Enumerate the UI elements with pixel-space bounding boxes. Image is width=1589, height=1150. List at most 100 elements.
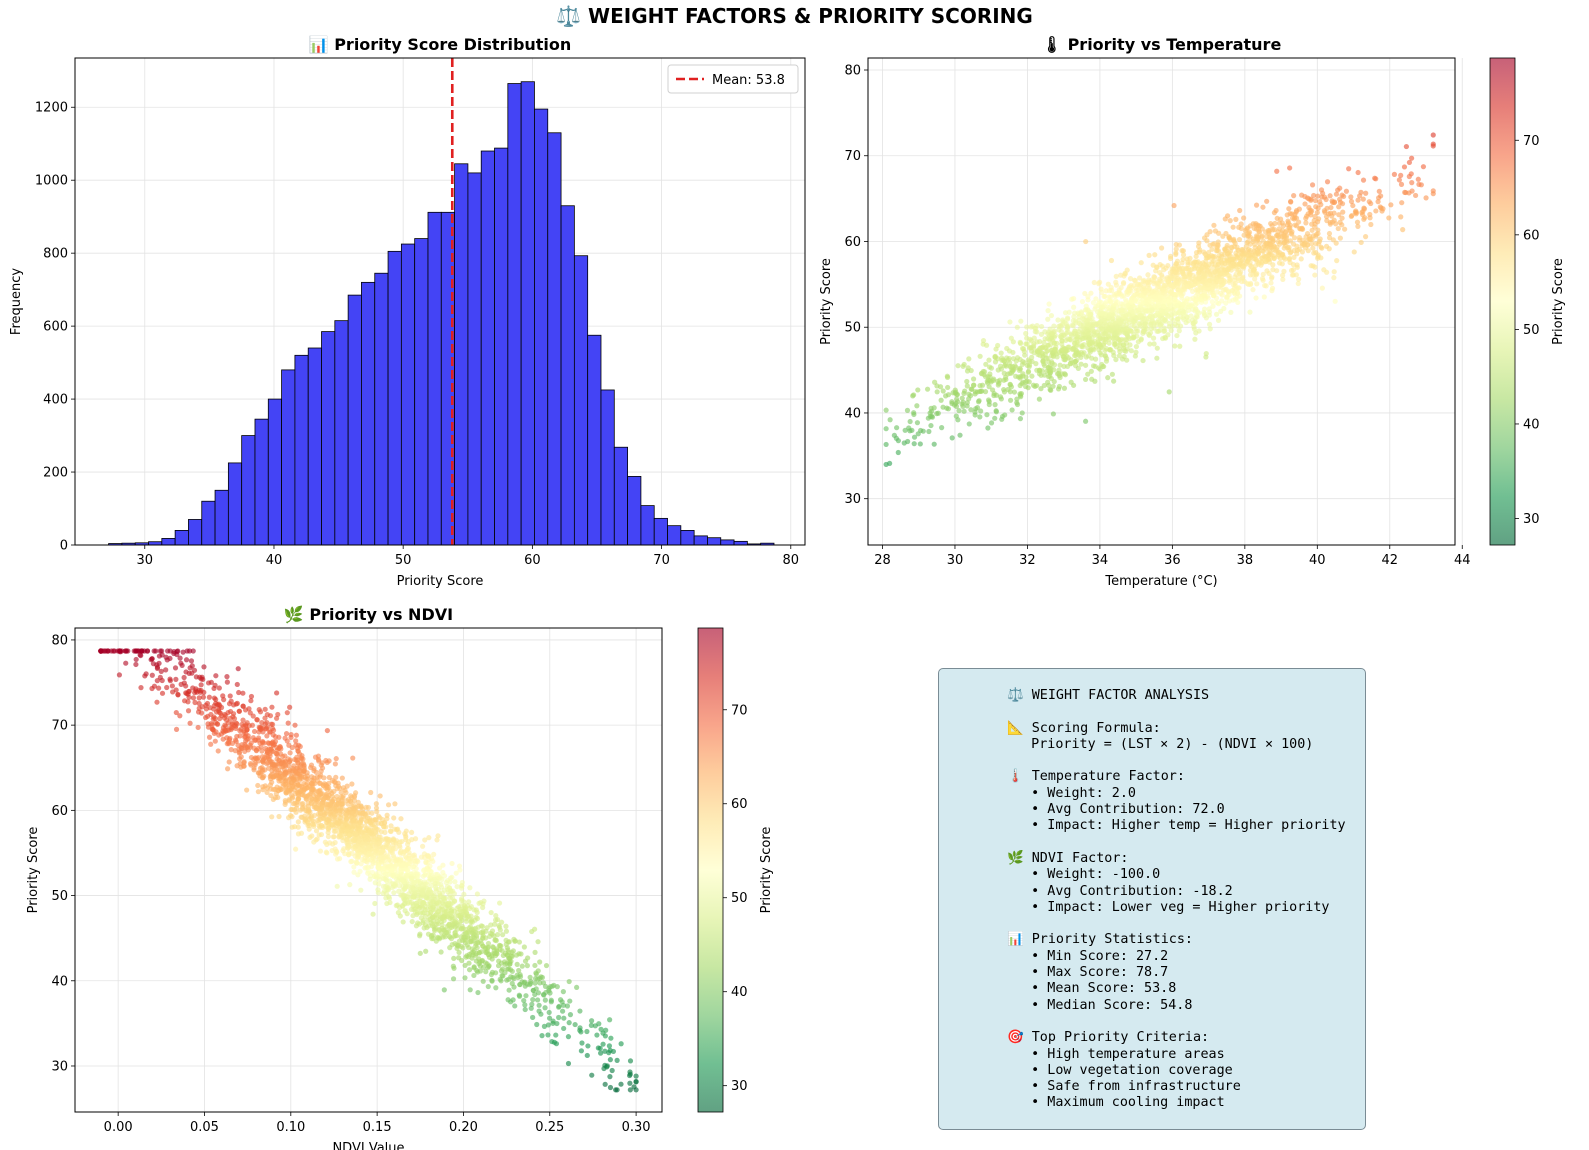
temp-scatter-point (1062, 371, 1068, 377)
temp-scatter-point (1050, 383, 1056, 389)
temp-scatter-point (964, 378, 970, 385)
temp-scatter-point (1167, 303, 1173, 310)
ndvi-scatter-point (221, 715, 228, 721)
temp-scatter-point (985, 425, 991, 431)
temp-scatter-point (1180, 301, 1186, 308)
legend-mean-label: Mean: 53.8 (712, 73, 785, 88)
ndvi-scatter-point (607, 1017, 613, 1023)
temp-scatter-point (1086, 330, 1092, 336)
temp-scatter-point (992, 359, 999, 365)
temp-scatter-point (1133, 287, 1139, 294)
temp-scatter-point (1343, 188, 1350, 194)
hist-xtick-label: 80 (783, 553, 800, 568)
temp-scatter-point (944, 374, 951, 381)
temp-scatter-point (1339, 201, 1346, 207)
ndvi-scatter-point (269, 704, 275, 710)
ndvi-scatter-point (185, 708, 192, 714)
hist-xtick-label: 30 (136, 553, 153, 568)
ndvi-scatter-point (211, 685, 217, 692)
ndvi-scatter-point (627, 1087, 633, 1093)
temp-scatter-point (1430, 191, 1436, 197)
temp-scatter-point (1324, 269, 1330, 275)
temp-scatter-point (1083, 362, 1089, 368)
ndvi-scatter-point (167, 678, 173, 684)
ndvi-scatter-point (251, 728, 258, 735)
temp-scatter-point (1283, 235, 1289, 241)
temp-scatter-point (934, 389, 940, 395)
ndvi-scatter-point (240, 703, 246, 709)
temp-scatter-point (1258, 262, 1264, 268)
temp-scatter-point (1056, 350, 1062, 356)
temp-scatter-point (1113, 279, 1119, 285)
ndvi-scatter-point (404, 847, 410, 853)
ndvi-scatter-point (467, 987, 473, 993)
temp-scatter-point (1289, 211, 1295, 217)
ndvi-scatter-point (553, 1032, 559, 1038)
ndvi-scatter-point (422, 837, 428, 843)
ndvi-scatter-point (462, 962, 468, 969)
temp-scatter-point (1048, 312, 1055, 319)
temp-scatter-point (1078, 322, 1084, 328)
ndvi-scatter-point (183, 657, 190, 663)
temp-scatter-point (1138, 299, 1144, 305)
temp-scatter-point (1331, 275, 1337, 281)
ndvi-scatter-point (384, 812, 390, 818)
ndvi-scatter-point (532, 962, 538, 969)
ndvi-scatter-point (485, 983, 491, 990)
ndvi-scatter-point (614, 1057, 620, 1063)
temp-scatter-point (1137, 312, 1143, 319)
temp-scatter-point (1033, 325, 1039, 331)
temp-scatter-point (1055, 317, 1061, 323)
temp-scatter-point (1038, 386, 1044, 392)
temp-scatter-point (1014, 355, 1021, 361)
temp-scatter-point (1007, 397, 1014, 403)
temp-scatter-point (1177, 343, 1183, 349)
temp-scatter-point (1001, 389, 1008, 395)
temp-scatter-point (1205, 268, 1211, 274)
temp-scatter-point (1100, 321, 1106, 328)
temp-scatter-point (1327, 193, 1333, 199)
temp-scatter-point (1038, 331, 1045, 337)
ndvi-scatter-point (399, 892, 405, 898)
temp-scatter-point (1270, 267, 1276, 273)
ndvi-scatter-point (565, 1034, 572, 1040)
temp-scatter-point (1062, 310, 1069, 316)
ndvi-scatter-point (272, 786, 278, 792)
temp-scatter-point (935, 410, 941, 416)
temp-scatter-point (1348, 194, 1354, 200)
temp-scatter-point (959, 395, 965, 401)
temp-scatter-point (968, 407, 974, 413)
temp-scatter-point (1398, 214, 1404, 220)
temp-scatter-point (1045, 379, 1051, 385)
temp-scatter-point (1336, 204, 1342, 210)
temp-scatter-point (1085, 353, 1092, 359)
temp-scatter-point (1311, 192, 1317, 199)
ndvi-scatter-point (185, 699, 191, 705)
ndvi-scatter-point (602, 1033, 608, 1039)
ndvi-scatter-point (246, 706, 252, 712)
temp-scatter-point (977, 353, 983, 359)
temp-scatter-point (1163, 265, 1169, 271)
ndvi-scatter-point (203, 714, 209, 721)
temp-scatter-point (1036, 396, 1042, 402)
temp-scatter-point (1256, 245, 1262, 251)
ndvi-scatter-point (503, 941, 509, 947)
temp-scatter-point (904, 407, 911, 413)
temp-xtick-label: 30 (947, 553, 964, 568)
temp-scatter-point (1169, 307, 1175, 314)
temp-scatter-point (995, 382, 1001, 388)
temp-scatter-point (1010, 339, 1016, 345)
temp-scatter-point (1280, 251, 1286, 257)
temp-scatter-point (1088, 290, 1094, 296)
temp-scatter-point (1153, 264, 1160, 270)
temp-scatter-point (1083, 238, 1089, 245)
ndvi-scatter-point (499, 919, 505, 925)
temp-scatter-point (1008, 384, 1015, 390)
temp-scatter-point (1155, 302, 1161, 309)
temp-scatter-point (1159, 245, 1165, 251)
temp-scatter-point (1054, 340, 1060, 346)
ndvi-scatter-point (110, 648, 117, 654)
temp-scatter-point (972, 412, 978, 418)
ndvi-scatter-point (383, 895, 389, 901)
ndvi-scatter-point (495, 963, 502, 969)
